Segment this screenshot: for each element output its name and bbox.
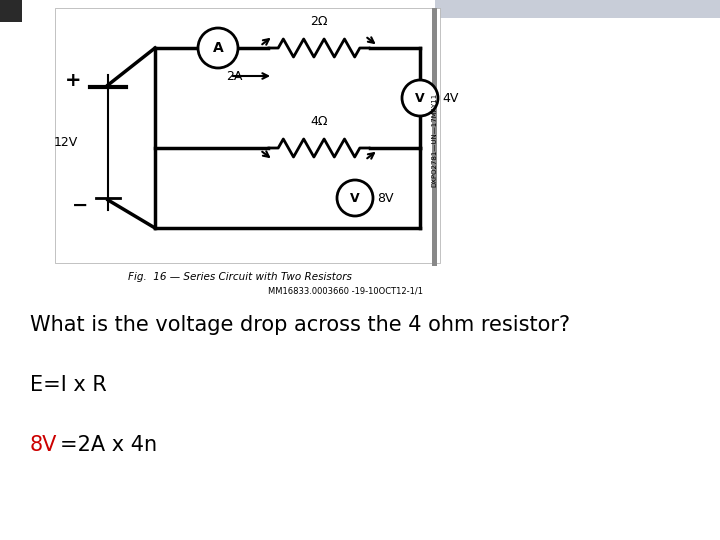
Text: V: V xyxy=(415,91,425,105)
Text: What is the voltage drop across the 4 ohm resistor?: What is the voltage drop across the 4 oh… xyxy=(30,315,570,335)
FancyBboxPatch shape xyxy=(435,0,720,18)
Text: +: + xyxy=(65,71,81,90)
Text: 8V: 8V xyxy=(377,192,394,205)
Circle shape xyxy=(337,180,373,216)
Text: =2A x 4n: =2A x 4n xyxy=(60,435,157,455)
Text: E=I x R: E=I x R xyxy=(30,375,107,395)
FancyBboxPatch shape xyxy=(55,8,440,263)
Text: Fig.  16 — Series Circuit with Two Resistors: Fig. 16 — Series Circuit with Two Resist… xyxy=(128,272,352,282)
Text: V: V xyxy=(350,192,360,205)
FancyBboxPatch shape xyxy=(432,8,437,266)
Text: −: − xyxy=(72,195,88,214)
FancyBboxPatch shape xyxy=(0,0,22,22)
Text: 12V: 12V xyxy=(54,136,78,149)
Circle shape xyxy=(402,80,438,116)
Circle shape xyxy=(198,28,238,68)
Text: DXPO2781—UN—17MAY11: DXPO2781—UN—17MAY11 xyxy=(431,93,437,187)
Text: 8V: 8V xyxy=(30,435,58,455)
Text: A: A xyxy=(212,41,223,55)
Text: 2A: 2A xyxy=(226,70,243,83)
Text: 4Ω: 4Ω xyxy=(310,115,328,128)
Text: 4V: 4V xyxy=(442,91,459,105)
Text: 2Ω: 2Ω xyxy=(310,15,328,28)
Text: MM16833.0003660 -19-10OCT12-1/1: MM16833.0003660 -19-10OCT12-1/1 xyxy=(268,287,423,296)
